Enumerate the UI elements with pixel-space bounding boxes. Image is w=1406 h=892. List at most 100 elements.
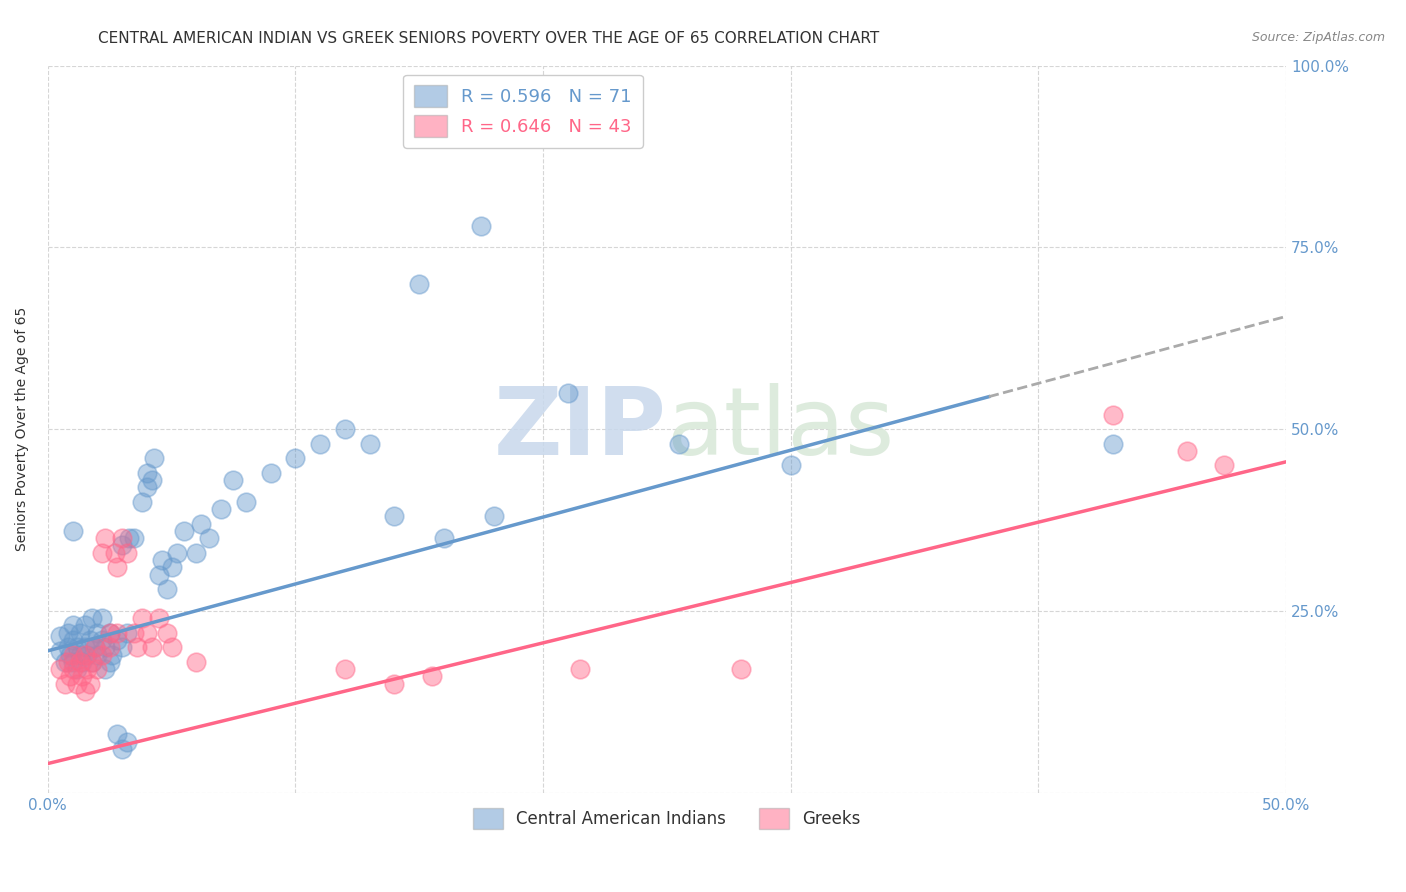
Text: ZIP: ZIP bbox=[494, 384, 666, 475]
Point bbox=[309, 436, 332, 450]
Point bbox=[166, 546, 188, 560]
Point bbox=[73, 640, 96, 655]
Point bbox=[56, 640, 79, 655]
Point bbox=[62, 618, 84, 632]
Point bbox=[115, 735, 138, 749]
Point bbox=[131, 495, 153, 509]
Point bbox=[186, 655, 208, 669]
Point bbox=[79, 676, 101, 690]
Point bbox=[59, 648, 82, 662]
Point bbox=[118, 531, 141, 545]
Point bbox=[482, 509, 505, 524]
Point bbox=[62, 648, 84, 662]
Point bbox=[76, 648, 98, 662]
Point bbox=[124, 531, 146, 545]
Point bbox=[101, 648, 124, 662]
Point bbox=[150, 553, 173, 567]
Point bbox=[135, 466, 157, 480]
Point bbox=[62, 524, 84, 538]
Point bbox=[125, 640, 148, 655]
Point bbox=[62, 632, 84, 647]
Point bbox=[62, 655, 84, 669]
Point bbox=[56, 625, 79, 640]
Point bbox=[284, 451, 307, 466]
Point bbox=[104, 546, 127, 560]
Point bbox=[86, 662, 108, 676]
Point bbox=[93, 640, 115, 655]
Point bbox=[115, 625, 138, 640]
Point bbox=[433, 531, 456, 545]
Point bbox=[111, 640, 134, 655]
Point bbox=[209, 502, 232, 516]
Point bbox=[82, 655, 104, 669]
Point bbox=[98, 625, 121, 640]
Point bbox=[333, 662, 356, 676]
Point bbox=[72, 669, 94, 683]
Point bbox=[93, 531, 115, 545]
Point bbox=[111, 742, 134, 756]
Point bbox=[668, 436, 690, 450]
Point bbox=[105, 560, 128, 574]
Point bbox=[148, 567, 170, 582]
Point bbox=[197, 531, 219, 545]
Point bbox=[56, 655, 79, 669]
Point bbox=[91, 632, 114, 647]
Point bbox=[259, 466, 281, 480]
Point bbox=[86, 625, 108, 640]
Point bbox=[73, 618, 96, 632]
Point bbox=[173, 524, 195, 538]
Point bbox=[79, 632, 101, 647]
Point bbox=[124, 625, 146, 640]
Point bbox=[49, 662, 72, 676]
Point bbox=[62, 662, 84, 676]
Point bbox=[333, 422, 356, 436]
Point bbox=[82, 611, 104, 625]
Point bbox=[359, 436, 381, 450]
Point bbox=[49, 644, 72, 658]
Point bbox=[156, 582, 179, 596]
Point bbox=[420, 669, 443, 683]
Point bbox=[1175, 444, 1198, 458]
Point bbox=[66, 676, 89, 690]
Point bbox=[69, 625, 91, 640]
Point bbox=[76, 662, 98, 676]
Point bbox=[115, 546, 138, 560]
Point bbox=[141, 640, 163, 655]
Point bbox=[111, 538, 134, 552]
Point bbox=[105, 625, 128, 640]
Point bbox=[779, 458, 801, 473]
Point bbox=[111, 531, 134, 545]
Point bbox=[1101, 436, 1123, 450]
Point bbox=[91, 648, 114, 662]
Legend: Central American Indians, Greeks: Central American Indians, Greeks bbox=[465, 802, 868, 835]
Point bbox=[53, 676, 76, 690]
Text: atlas: atlas bbox=[666, 384, 896, 475]
Point bbox=[49, 629, 72, 643]
Point bbox=[1101, 408, 1123, 422]
Point bbox=[72, 655, 94, 669]
Point bbox=[135, 625, 157, 640]
Point bbox=[69, 655, 91, 669]
Point bbox=[141, 473, 163, 487]
Point bbox=[93, 662, 115, 676]
Point bbox=[1213, 458, 1236, 473]
Point bbox=[222, 473, 245, 487]
Point bbox=[53, 655, 76, 669]
Point bbox=[91, 611, 114, 625]
Point bbox=[135, 480, 157, 494]
Point bbox=[59, 669, 82, 683]
Point bbox=[83, 640, 105, 655]
Point bbox=[91, 546, 114, 560]
Point bbox=[131, 611, 153, 625]
Text: CENTRAL AMERICAN INDIAN VS GREEK SENIORS POVERTY OVER THE AGE OF 65 CORRELATION : CENTRAL AMERICAN INDIAN VS GREEK SENIORS… bbox=[98, 31, 880, 46]
Point bbox=[98, 625, 121, 640]
Point bbox=[73, 648, 96, 662]
Point bbox=[82, 655, 104, 669]
Y-axis label: Seniors Poverty Over the Age of 65: Seniors Poverty Over the Age of 65 bbox=[15, 307, 30, 551]
Point bbox=[86, 648, 108, 662]
Point bbox=[160, 640, 183, 655]
Point bbox=[190, 516, 212, 531]
Point bbox=[105, 727, 128, 741]
Point bbox=[83, 640, 105, 655]
Point bbox=[384, 509, 406, 524]
